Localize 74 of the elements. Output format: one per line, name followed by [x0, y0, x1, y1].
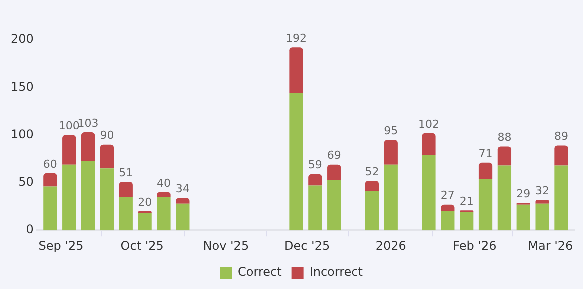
bar [536, 204, 550, 231]
y-tick-label: 0 [26, 222, 34, 237]
bar [119, 182, 133, 198]
x-tick-label: Nov '25 [203, 238, 250, 253]
total-label: 95 [384, 124, 398, 138]
y-tick-label: 50 [18, 175, 34, 190]
bar [157, 192, 171, 198]
x-tick-label: Dec '25 [284, 238, 330, 253]
total-label: 89 [554, 130, 568, 144]
bar [157, 197, 171, 231]
bar [516, 204, 530, 231]
total-label: 88 [498, 131, 512, 144]
bar [478, 179, 493, 231]
bar [290, 93, 304, 231]
total-label: 59 [308, 158, 322, 172]
x-tick-label: 2026 [376, 238, 406, 253]
total-label: 71 [478, 147, 493, 160]
bar [308, 186, 322, 231]
bar [384, 164, 398, 231]
y-tick-label: 200 [11, 32, 34, 46]
bar [498, 146, 512, 166]
bar [441, 212, 455, 231]
total-label: 40 [156, 176, 171, 190]
bar [176, 198, 190, 204]
bar [290, 48, 304, 94]
total-label: 51 [119, 166, 134, 180]
total-label: 29 [516, 187, 531, 200]
total-label: 34 [176, 182, 190, 196]
total-label: 69 [327, 149, 342, 162]
total-label: 32 [536, 184, 550, 198]
bar [138, 213, 152, 231]
bar [176, 204, 190, 231]
total-label: 27 [440, 189, 455, 202]
bar [384, 140, 398, 165]
total-label: 103 [78, 116, 99, 130]
y-tick-label: 100 [11, 127, 34, 142]
bar [119, 197, 133, 231]
bar [554, 146, 568, 166]
total-label: 20 [138, 196, 152, 209]
x-tick-label: Mar '26 [528, 238, 574, 253]
bar [365, 181, 380, 192]
legend-label: Incorrect [310, 265, 364, 280]
bar [422, 133, 436, 156]
bar [100, 168, 114, 231]
bar [478, 162, 493, 180]
bar [536, 200, 550, 204]
bar [100, 144, 114, 169]
x-tick-label: Oct '25 [120, 238, 164, 253]
x-tick-label: Feb '26 [453, 238, 497, 253]
y-tick-label: 150 [11, 80, 34, 94]
bar [62, 164, 76, 231]
legend-label: Correct [238, 265, 282, 280]
bar [328, 164, 342, 180]
total-label: 52 [365, 165, 380, 178]
bar [498, 166, 512, 231]
bar [422, 155, 436, 231]
bar [365, 192, 380, 231]
total-label: 192 [286, 32, 307, 45]
bar [81, 132, 96, 162]
bar [328, 180, 342, 231]
total-label: 90 [100, 129, 114, 142]
bar [554, 166, 568, 231]
x-tick-label: Sep '25 [38, 238, 84, 253]
total-label: 102 [418, 118, 440, 131]
bar [81, 161, 96, 231]
bar [441, 204, 455, 212]
total-label: 100 [58, 120, 80, 133]
bar [44, 186, 58, 231]
total-label: 60 [43, 158, 58, 171]
total-label: 21 [460, 194, 474, 208]
bar [308, 174, 322, 186]
bar [44, 173, 58, 187]
bar [62, 135, 76, 165]
bar [460, 212, 474, 231]
